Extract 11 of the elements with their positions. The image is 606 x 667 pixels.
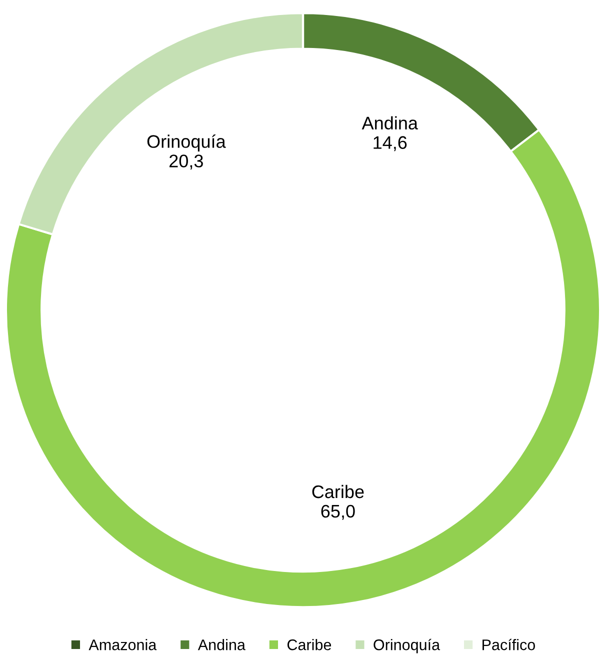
slice-label: Andina	[362, 116, 418, 130]
legend-label: Amazonia	[88, 639, 157, 650]
data-label: 20,3	[170, 154, 203, 170]
legend-label: Caribe	[287, 639, 332, 650]
data-label: 65,0	[321, 504, 355, 520]
legend-label: Orinoquía	[374, 638, 440, 654]
legend-label: Andina	[198, 639, 246, 650]
legend-label: Pacífico	[482, 638, 535, 650]
slice-label: Caribe	[312, 484, 364, 498]
slice-label: Orinoquía	[147, 134, 226, 152]
data-label: 14,6	[374, 136, 407, 152]
